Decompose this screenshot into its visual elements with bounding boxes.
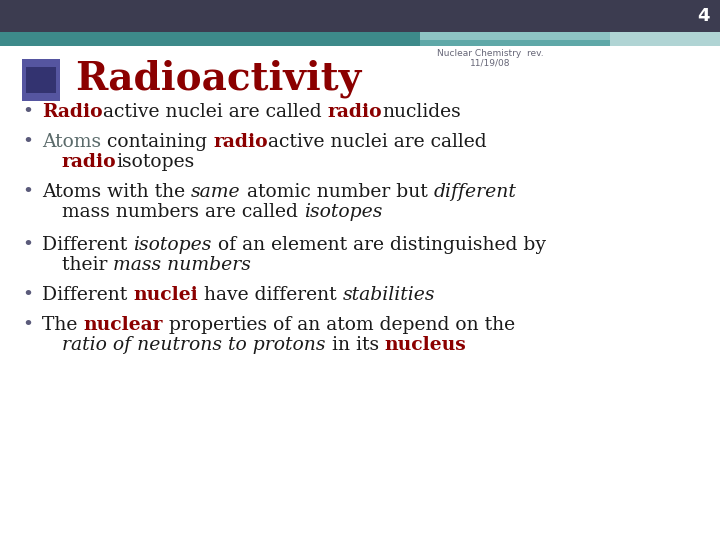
Text: •: •: [22, 236, 33, 254]
Bar: [420, 32, 720, 46]
Text: Radio: Radio: [42, 103, 103, 121]
Text: mass numbers are called: mass numbers are called: [62, 203, 304, 221]
Text: nuclei: nuclei: [133, 286, 198, 304]
Text: isotopes: isotopes: [133, 236, 212, 254]
Bar: [610, 32, 720, 46]
Text: Atoms: Atoms: [42, 133, 101, 151]
Text: Radioactivity: Radioactivity: [75, 60, 361, 98]
Bar: [0, 0, 720, 32]
Text: isotopes: isotopes: [304, 203, 382, 221]
Text: in its: in its: [325, 336, 384, 354]
Text: radio: radio: [328, 103, 382, 121]
Text: different: different: [433, 183, 516, 201]
Text: •: •: [22, 316, 33, 334]
Text: 4: 4: [698, 7, 710, 25]
Text: Atoms with the: Atoms with the: [42, 183, 191, 201]
Text: ratio of neutrons to protons: ratio of neutrons to protons: [62, 336, 325, 354]
Text: •: •: [22, 133, 33, 151]
Text: •: •: [22, 183, 33, 201]
Bar: [0, 32, 720, 46]
Text: •: •: [22, 286, 33, 304]
Text: same: same: [191, 183, 240, 201]
Text: 11/19/08: 11/19/08: [469, 59, 510, 68]
Bar: [22, 59, 60, 101]
Bar: [420, 32, 690, 40]
Text: nuclear: nuclear: [84, 316, 163, 334]
Text: radio: radio: [213, 133, 268, 151]
Text: containing: containing: [101, 133, 213, 151]
Text: active nuclei are called: active nuclei are called: [268, 133, 487, 151]
Text: radio: radio: [62, 153, 117, 171]
Text: active nuclei are called: active nuclei are called: [103, 103, 328, 121]
Text: have different: have different: [198, 286, 343, 304]
Text: Nuclear Chemistry  rev.: Nuclear Chemistry rev.: [437, 49, 544, 58]
Text: Different: Different: [42, 236, 133, 254]
Text: their: their: [62, 256, 113, 274]
Text: stabilities: stabilities: [343, 286, 435, 304]
Text: properties of an atom depend on the: properties of an atom depend on the: [163, 316, 515, 334]
Text: nuclides: nuclides: [382, 103, 461, 121]
Bar: [26, 67, 56, 93]
Text: mass numbers: mass numbers: [113, 256, 251, 274]
Text: isotopes: isotopes: [117, 153, 195, 171]
Text: nucleus: nucleus: [384, 336, 467, 354]
Text: The: The: [42, 316, 84, 334]
Text: atomic number but: atomic number but: [240, 183, 433, 201]
Text: of an element are distinguished by: of an element are distinguished by: [212, 236, 546, 254]
Text: Different: Different: [42, 286, 133, 304]
Text: •: •: [22, 103, 33, 121]
